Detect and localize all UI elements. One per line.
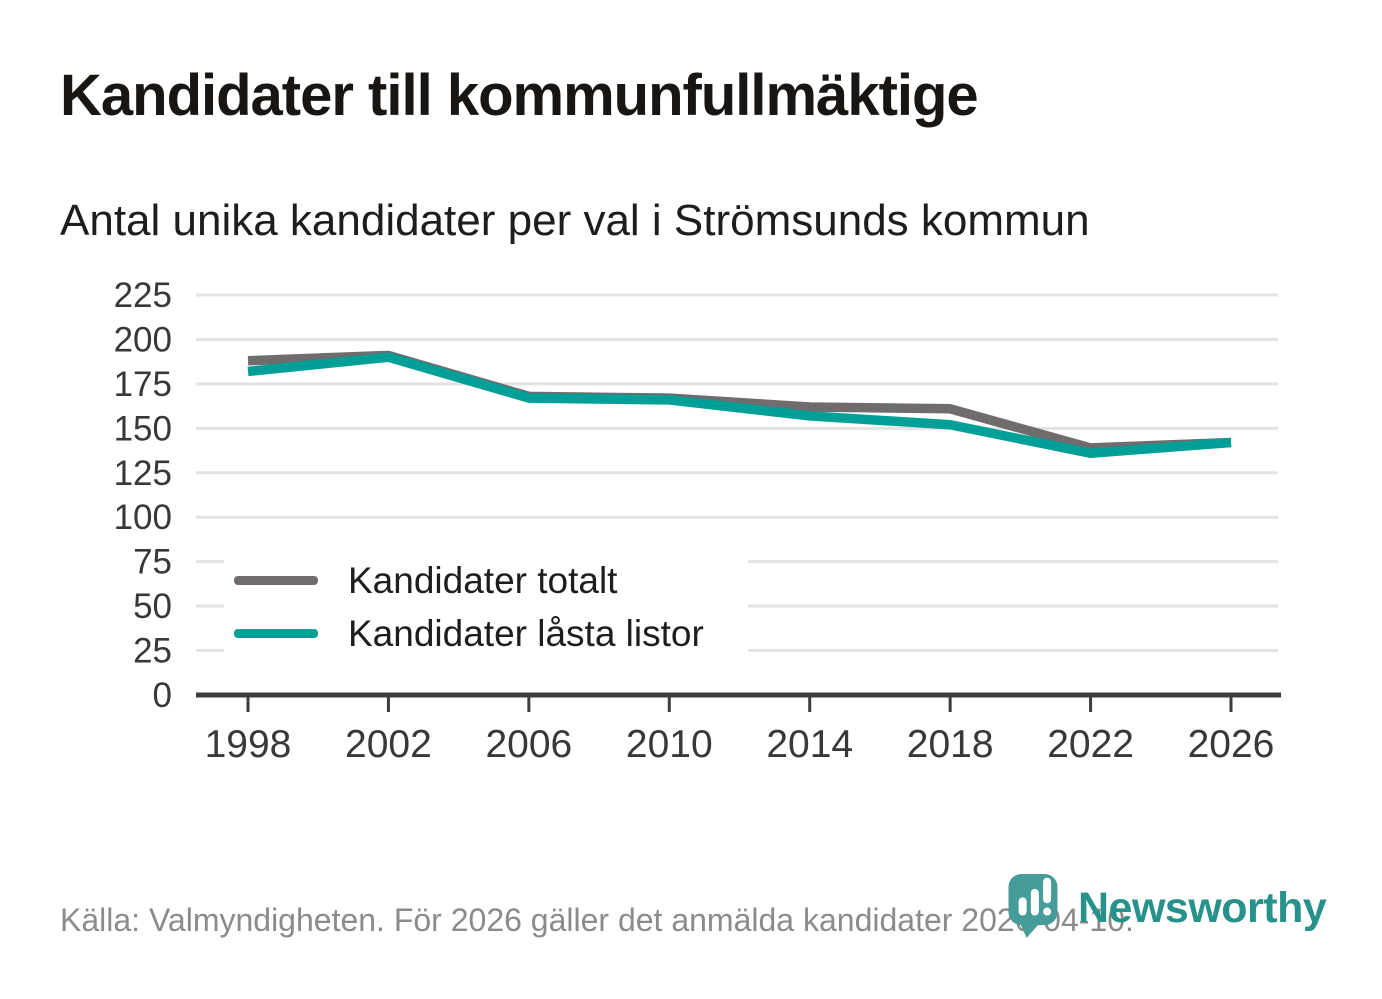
logo-exclamation-bar	[1043, 877, 1052, 904]
y-axis-label: 0	[153, 676, 172, 715]
y-axis-label: 75	[133, 543, 172, 582]
y-axis-label: 225	[114, 276, 172, 315]
logo-bar-tall	[1030, 888, 1039, 916]
legend-swatch-total-line	[234, 576, 318, 585]
legend-item-total: Kandidater totalt	[234, 562, 748, 599]
chart-title: Kandidater till kommunfullmäktige	[60, 63, 979, 128]
legend-item-locked: Kandidater låsta listor	[234, 615, 748, 652]
x-axis-label: 2010	[626, 723, 713, 766]
y-axis-label: 150	[114, 409, 172, 448]
legend-label-locked: Kandidater låsta listor	[348, 613, 704, 654]
chart-subtitle: Antal unika kandidater per val i Strömsu…	[60, 196, 1090, 245]
y-axis-label: 175	[114, 365, 172, 404]
x-axis-label: 2026	[1188, 723, 1275, 766]
x-axis-label: 2006	[485, 723, 572, 766]
x-axis-label: 2002	[345, 723, 432, 766]
y-axis-label: 50	[133, 587, 172, 626]
x-axis-label: 1998	[205, 723, 292, 766]
y-axis-label: 100	[114, 498, 172, 537]
x-axis-label: 2018	[907, 723, 994, 766]
legend-label-total: Kandidater totalt	[348, 560, 618, 601]
newsworthy-logo: Newsworthy	[1008, 874, 1338, 964]
logo-bar-short	[1018, 897, 1027, 916]
chart-legend: Kandidater totalt Kandidater låsta listo…	[224, 547, 748, 667]
x-axis-label: 2022	[1047, 723, 1134, 766]
legend-swatch-locked-line	[234, 629, 318, 638]
y-axis-label: 200	[114, 320, 172, 359]
newsworthy-pin-icon	[1008, 874, 1058, 938]
source-note: Källa: Valmyndigheten. För 2026 gäller d…	[60, 902, 1134, 938]
newsworthy-wordmark: Newsworthy	[1078, 884, 1327, 932]
y-axis-label: 25	[133, 632, 172, 671]
logo-exclamation-dot	[1043, 907, 1052, 916]
x-axis-label: 2014	[766, 723, 853, 766]
y-axis-label: 125	[114, 454, 172, 493]
series-line-0	[247, 350, 1232, 453]
series-line-1	[247, 352, 1232, 458]
